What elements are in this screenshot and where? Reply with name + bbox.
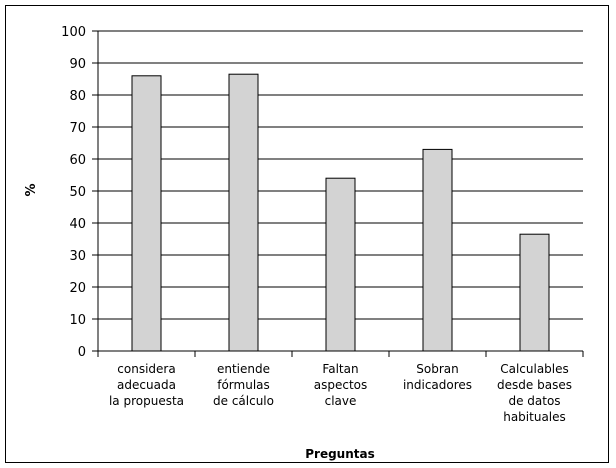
x-tick-label: Sobran indicadores <box>403 362 472 392</box>
y-tick-label: 30 <box>69 249 86 264</box>
x-axis-label: Preguntas <box>305 447 375 461</box>
chart-frame <box>5 5 609 463</box>
y-tick-label: 10 <box>69 313 86 328</box>
y-tick-label: 70 <box>69 121 86 136</box>
y-axis-label: % <box>24 183 39 196</box>
x-tick-labels: considera adecuada la propuesta entiende fór… <box>109 362 572 424</box>
x-tick-label-line: aspectos <box>314 378 368 392</box>
x-tick-label: entiende fórmulas de cálculo <box>213 362 274 408</box>
x-tick-label-line: desde bases <box>497 378 572 392</box>
y-tick-label: 20 <box>69 281 86 296</box>
y-tick-label: 50 <box>69 185 86 200</box>
x-tick-label-line: Calculables <box>500 362 569 376</box>
x-tick-label-line: de datos <box>508 394 560 408</box>
x-tick-label-line: clave <box>325 394 357 408</box>
y-tick-label: 80 <box>69 89 86 104</box>
y-tick-label: 90 <box>69 57 86 72</box>
x-tick-label-line: de cálculo <box>213 394 274 408</box>
y-tick-label: 0 <box>78 345 86 360</box>
axes <box>92 30 584 357</box>
bar <box>422 148 453 352</box>
bar <box>228 73 259 352</box>
x-tick-label: Calculables desde bases de datos habituales <box>497 362 572 424</box>
x-tick-label-line: adecuada <box>117 378 176 392</box>
x-tick-label-line: entiende <box>217 362 270 376</box>
y-tick-label: 40 <box>69 217 86 232</box>
x-tick-label-line: considera <box>117 362 175 376</box>
y-tick-label: 60 <box>69 153 86 168</box>
y-tick-labels: 0 10 20 30 40 50 60 70 80 90 100 <box>61 25 86 360</box>
y-tick-label: 100 <box>61 25 86 40</box>
x-tick-label-line: Faltan <box>322 362 358 376</box>
bar <box>325 177 356 352</box>
x-tick-label: Faltan aspectos clave <box>314 362 368 408</box>
x-tick-label-line: Sobran <box>416 362 458 376</box>
bar <box>519 233 550 352</box>
x-tick-label-line: habituales <box>503 410 566 424</box>
x-tick-label-line: indicadores <box>403 378 472 392</box>
x-tick-label-line: la propuesta <box>109 394 184 408</box>
bars <box>131 73 550 352</box>
x-tick-label-line: fórmulas <box>217 378 270 392</box>
gridlines <box>98 30 583 320</box>
bar <box>131 75 162 352</box>
x-tick-label: considera adecuada la propuesta <box>109 362 184 408</box>
